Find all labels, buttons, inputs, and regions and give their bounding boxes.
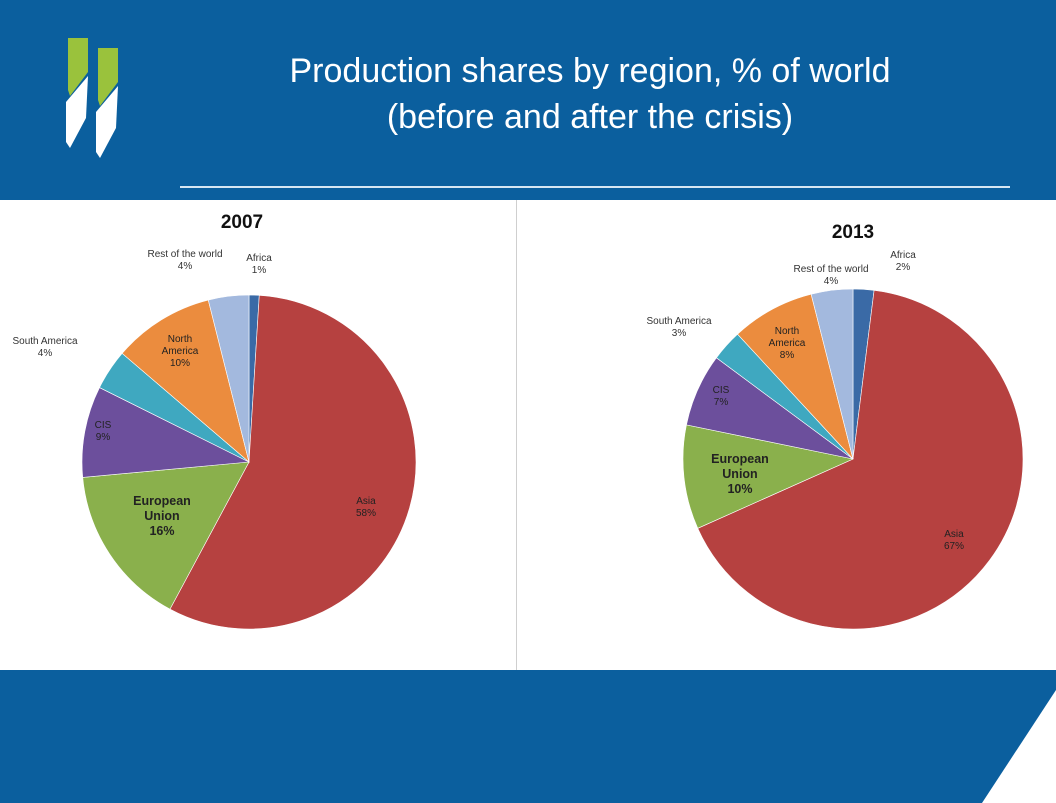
pie-slice-north-america: [121, 299, 250, 463]
pie-slice-cis: [81, 387, 251, 478]
chart-title: 2013: [832, 222, 874, 243]
chart-title: 2007: [221, 212, 263, 233]
pie-slice-european-union: [82, 461, 250, 610]
slide-title-line-2: (before and after the crisis): [386, 98, 794, 136]
footer-corner-shape: [982, 690, 1056, 803]
oecd-logo-icon: [66, 38, 118, 158]
data-label-north-america: North America 10%: [162, 334, 199, 369]
pie-slice-asia: [169, 295, 417, 630]
data-label-cis: CIS 7%: [713, 385, 730, 408]
slide-header: Production shares by region, % of world …: [0, 0, 1056, 200]
pie-slice-asia: [697, 289, 1024, 630]
data-label-european-union: European Union 10%: [711, 452, 769, 496]
data-label-asia: Asia 67%: [944, 529, 964, 552]
data-label-africa: Africa 1%: [246, 253, 272, 276]
pie-slice-european-union: [682, 424, 854, 529]
chart-panel-2007: 2007 Africa 1% Asia 58% European Union 16% CIS 9%…: [0, 200, 512, 670]
data-label-rest-of-the-world: Rest of the world 4%: [147, 249, 222, 272]
data-label-european-union: European Union 16%: [133, 494, 191, 538]
pie-chart-2007: 2007 Africa 1% Asia 58% European Union 16% CIS 9%…: [12, 212, 417, 630]
data-label-south-america: South America 3%: [646, 316, 711, 339]
data-label-africa: Africa 2%: [890, 250, 916, 273]
data-label-asia: Asia 58%: [356, 496, 376, 519]
data-label-cis: CIS 9%: [95, 420, 112, 443]
title-divider: [180, 186, 1010, 188]
slide-title: Production shares by region, % of world …: [150, 48, 1030, 140]
data-label-rest-of-the-world: Rest of the world 4%: [793, 264, 868, 287]
slide-title-line-1: Production shares by region, % of world: [289, 52, 891, 90]
pie-slice-rest-of-the-world: [810, 288, 854, 460]
slide-footer: [0, 670, 1056, 803]
pie-slice-rest-of-the-world: [207, 294, 250, 463]
data-label-south-america: South America 4%: [12, 336, 77, 359]
pie-chart-2013: 2013 Africa 2% Asia 67% European Union 10% CIS 7%…: [646, 222, 1024, 630]
chart-panel-2013: 2013 Africa 2% Asia 67% European Union 10% CIS 7%…: [516, 200, 1056, 670]
data-label-north-america: North America 8%: [769, 326, 806, 361]
